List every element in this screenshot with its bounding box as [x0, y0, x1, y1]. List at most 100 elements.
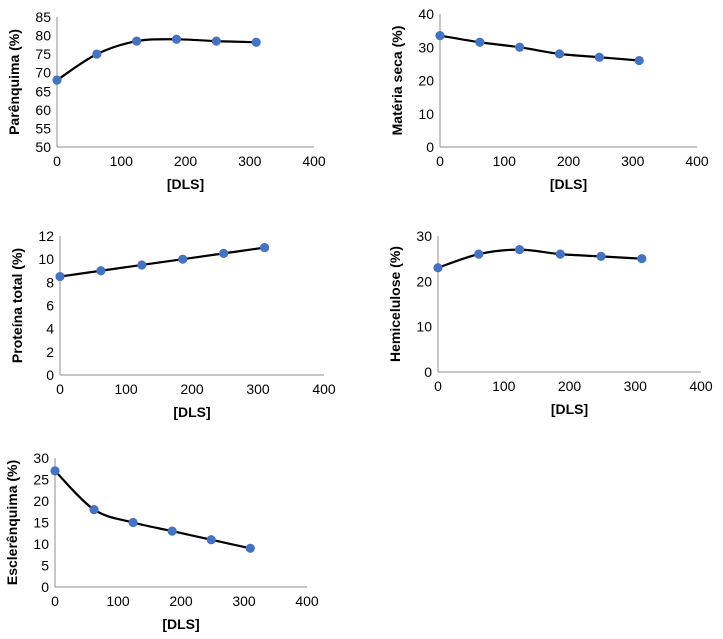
- x-tick-label: 0: [434, 378, 442, 394]
- series-line: [439, 34, 640, 62]
- x-tick-label: 400: [312, 381, 336, 397]
- y-tick-label: 80: [35, 28, 51, 44]
- data-point: [515, 42, 525, 52]
- y-axis-title: Proteína total (%): [9, 248, 25, 363]
- y-tick-label: 0: [424, 364, 432, 380]
- data-point: [554, 49, 565, 59]
- data-point: [50, 466, 60, 476]
- data-point: [128, 517, 138, 528]
- x-tick-label: 100: [114, 381, 138, 397]
- data-point: [55, 271, 65, 282]
- data-point: [474, 249, 484, 259]
- data-point: [178, 254, 188, 264]
- data-point: [596, 251, 606, 261]
- y-tick-label: 0: [46, 367, 54, 383]
- x-tick-label: 400: [302, 153, 326, 169]
- x-axis-title: [DLS]: [550, 176, 587, 192]
- y-tick-label: 65: [35, 83, 51, 99]
- x-axis-title: [DLS]: [551, 401, 588, 417]
- data-point: [132, 36, 142, 46]
- data-point: [594, 52, 604, 62]
- y-tick-label: 10: [416, 319, 432, 335]
- x-tick-label: 0: [436, 153, 444, 169]
- y-axis-title: Hemicelulose (%): [387, 246, 403, 362]
- y-tick-label: 30: [418, 39, 434, 55]
- x-tick-label: 200: [174, 153, 198, 169]
- x-axis-title: [DLS]: [162, 616, 199, 632]
- y-tick-label: 0: [41, 579, 49, 595]
- y-axis-title: Matéria seca (%): [389, 26, 405, 136]
- y-tick-label: 70: [35, 65, 51, 81]
- data-point: [634, 55, 644, 66]
- data-point: [52, 75, 62, 85]
- x-axis-title: [DLS]: [173, 404, 210, 420]
- x-tick-label: 300: [238, 153, 262, 169]
- y-tick-label: 5: [41, 558, 49, 574]
- y-tick-label: 50: [35, 139, 51, 155]
- y-tick-label: 30: [416, 228, 432, 244]
- y-tick-label: 30: [33, 450, 49, 466]
- y-tick-label: 8: [46, 274, 54, 290]
- x-tick-label: 300: [621, 153, 645, 169]
- data-point: [96, 266, 106, 276]
- series-line: [56, 38, 257, 82]
- y-axis-title: Parênquima (%): [6, 29, 22, 135]
- x-tick-label: 200: [169, 593, 193, 609]
- y-axis-title: Esclerênquima (%): [4, 460, 20, 585]
- data-point: [89, 505, 99, 515]
- series-line: [59, 246, 265, 278]
- y-tick-label: 0: [426, 139, 434, 155]
- series-line: [54, 470, 251, 550]
- data-point: [245, 543, 255, 553]
- y-tick-label: 20: [416, 273, 432, 289]
- x-tick-label: 100: [106, 593, 130, 609]
- x-tick-label: 400: [295, 593, 319, 609]
- data-point: [260, 242, 270, 253]
- y-tick-label: 10: [38, 251, 54, 267]
- y-tick-label: 55: [35, 120, 51, 136]
- x-tick-label: 400: [689, 378, 713, 394]
- x-tick-label: 300: [246, 381, 270, 397]
- x-axis-title: [DLS]: [167, 176, 204, 192]
- y-tick-label: 10: [33, 536, 49, 552]
- data-point: [171, 34, 182, 44]
- data-point: [219, 248, 229, 258]
- data-point: [555, 249, 565, 259]
- data-point: [206, 535, 216, 545]
- y-tick-label: 25: [33, 472, 49, 488]
- y-tick-label: 20: [418, 73, 434, 89]
- y-tick-label: 12: [38, 228, 54, 244]
- y-tick-label: 4: [46, 321, 54, 337]
- y-tick-label: 20: [33, 493, 49, 509]
- x-tick-label: 100: [492, 378, 516, 394]
- data-point: [92, 49, 102, 59]
- data-point: [211, 36, 221, 46]
- x-tick-label: 100: [110, 153, 134, 169]
- y-tick-label: 15: [33, 515, 49, 531]
- data-point: [433, 263, 443, 273]
- x-tick-label: 200: [557, 153, 581, 169]
- chart-panel-3: 0 2 4 6 8 10 12 0 100 200 300 400 [DLS] Proteína tota…: [9, 228, 336, 420]
- y-tick-label: 10: [418, 106, 434, 122]
- x-tick-label: 0: [53, 153, 61, 169]
- x-tick-label: 0: [56, 381, 64, 397]
- y-tick-label: 2: [46, 344, 54, 360]
- x-tick-label: 400: [685, 153, 709, 169]
- x-tick-label: 0: [51, 593, 59, 609]
- x-tick-label: 200: [558, 378, 582, 394]
- y-tick-label: 6: [46, 298, 54, 314]
- data-point: [435, 31, 445, 41]
- chart-panel-1: 50 55 60 65 70 75 80 85 0 100 200 300 400 [DLS] Parênq…: [6, 9, 326, 192]
- x-tick-label: 100: [493, 153, 517, 169]
- x-tick-label: 300: [624, 378, 648, 394]
- x-tick-label: 300: [232, 593, 256, 609]
- data-point: [137, 260, 147, 270]
- x-tick-label: 200: [180, 381, 204, 397]
- data-point: [637, 254, 647, 264]
- y-tick-label: 60: [35, 102, 51, 118]
- y-tick-label: 85: [35, 9, 51, 25]
